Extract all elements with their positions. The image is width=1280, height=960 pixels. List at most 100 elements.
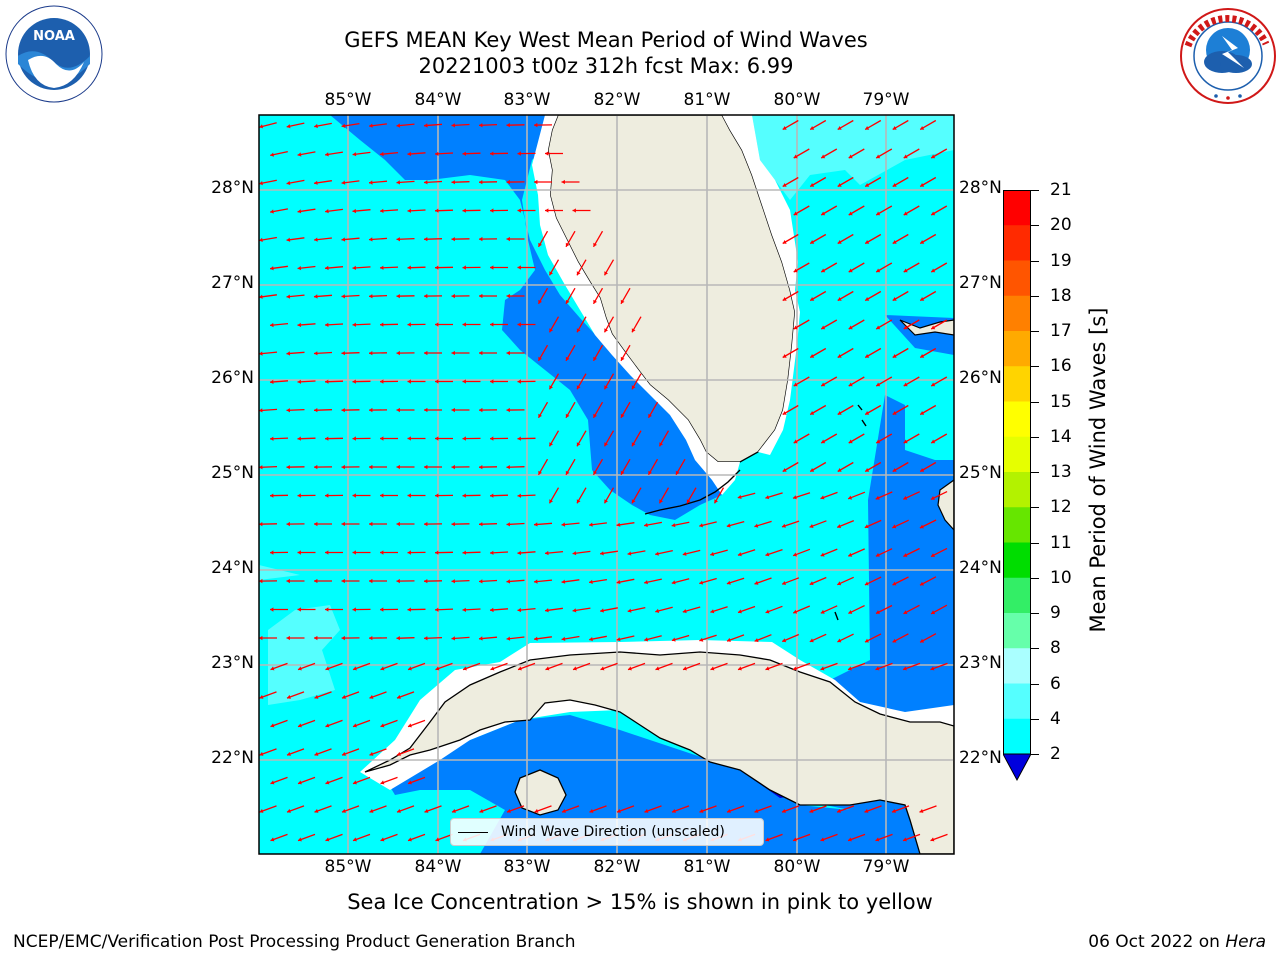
wind-wave-arrowhead <box>754 523 759 528</box>
wind-wave-arrowhead <box>655 608 660 613</box>
wind-wave-arrowhead <box>297 209 302 214</box>
wind-wave-arrowhead <box>604 442 608 447</box>
wind-wave-arrowhead <box>353 780 357 785</box>
wind-wave-arrowhead <box>517 322 521 327</box>
wind-wave-arrowhead <box>259 694 264 699</box>
legend-line-icon <box>458 832 488 833</box>
wind-wave-arrowhead <box>297 607 301 612</box>
wind-wave-arrowhead <box>821 439 826 444</box>
wind-wave-arrowhead <box>435 208 439 213</box>
wind-wave-arrowhead <box>259 237 263 242</box>
wind-wave-arrowhead <box>848 325 853 330</box>
wind-wave-arrowhead <box>545 151 549 156</box>
wind-wave-arrowhead <box>538 299 542 304</box>
wind-wave-arrowhead <box>892 638 897 643</box>
wind-wave-arrowhead <box>682 551 687 556</box>
lon-label-bottom: 80°W <box>773 857 821 877</box>
wind-wave-arrowhead <box>435 666 440 671</box>
wind-wave-arrowhead <box>270 550 274 555</box>
wind-wave-arrowhead <box>903 837 907 842</box>
wind-wave-arrowhead <box>644 637 649 642</box>
wind-wave-arrowhead <box>407 436 411 441</box>
wind-wave-arrowhead <box>931 211 936 216</box>
wind-wave-arrowhead <box>325 209 329 214</box>
wind-wave-arrowhead <box>286 578 290 584</box>
wind-wave-arrowhead <box>408 780 412 785</box>
wind-wave-arrowhead <box>298 837 302 842</box>
coast-mask-east <box>722 115 800 455</box>
wind-wave-arrowhead <box>325 607 329 612</box>
wind-wave-arrowhead <box>352 208 357 214</box>
wind-wave-arrowhead <box>506 179 510 185</box>
wind-wave-arrowhead <box>297 152 302 157</box>
colorbar-step <box>1003 190 1031 226</box>
wind-wave-arrowhead <box>451 350 455 356</box>
wind-wave-arrowhead <box>810 126 815 130</box>
wind-wave-arrowhead <box>479 465 483 470</box>
wind-wave-arrowhead <box>865 411 870 415</box>
wind-wave-arrowhead <box>848 610 853 614</box>
wind-wave-arrowhead <box>821 211 826 216</box>
wind-wave-arrowhead <box>593 413 597 418</box>
wind-wave-arrowhead <box>737 494 742 499</box>
wind-wave-arrowhead <box>325 666 330 671</box>
wind-wave-arrowhead <box>287 694 291 699</box>
wind-wave-arrowhead <box>565 356 570 361</box>
colorbar-tick-label: 10 <box>1050 567 1072 588</box>
wind-wave-arrowhead <box>380 379 384 384</box>
wind-wave-arrowhead <box>892 354 897 358</box>
wind-wave-arrowhead <box>506 522 510 527</box>
wind-wave-arrowhead <box>876 154 881 159</box>
wind-wave-arrowhead <box>479 350 483 356</box>
wind-wave-arrowhead <box>506 236 510 242</box>
wind-wave-arrowhead <box>286 180 291 186</box>
wind-wave-arrowhead <box>270 493 274 498</box>
wind-wave-arrowhead <box>903 382 908 387</box>
wind-wave-arrowhead <box>765 837 770 842</box>
wind-wave-arrowhead <box>793 325 798 330</box>
wind-wave-arrowhead <box>407 322 411 327</box>
colorbar-tick-mark <box>1031 754 1039 755</box>
wind-wave-arrowhead <box>754 638 759 643</box>
wind-wave-arrowhead <box>865 638 869 643</box>
wind-wave-arrowhead <box>352 607 356 612</box>
wind-wave-arrowhead <box>903 553 908 557</box>
wind-wave-arrowhead <box>810 297 815 301</box>
noaa-logo: NOAA <box>5 5 103 103</box>
wind-wave-arrowhead <box>892 297 897 301</box>
graticule <box>259 115 954 854</box>
lon-label-top: 84°W <box>414 90 462 110</box>
colorbar-tick-label: 13 <box>1050 462 1072 482</box>
colorbar-tick-label: 20 <box>1050 215 1072 236</box>
wind-wave-arrowhead <box>562 808 566 813</box>
wind-wave-arrowhead <box>479 522 483 527</box>
wind-wave-arrowhead <box>565 470 570 475</box>
wind-wave-arrowhead <box>848 154 853 159</box>
wind-wave-arrowhead <box>810 183 815 187</box>
wind-wave-arrowhead <box>490 607 494 613</box>
wind-wave-arrowhead <box>699 637 704 642</box>
wind-wave-arrowhead <box>931 268 936 273</box>
bahamas-cays <box>834 404 867 621</box>
wind-wave-arrowhead <box>479 236 483 242</box>
wind-wave-arrowhead <box>287 751 291 756</box>
wind-wave-arrowhead <box>506 407 510 413</box>
wind-wave-arrowhead <box>451 464 455 470</box>
wind-wave-arrowhead <box>930 496 935 500</box>
wind-wave-arrowhead <box>259 408 263 413</box>
map-frame <box>258 114 955 855</box>
wind-wave-arrowhead <box>341 123 346 128</box>
wind-wave-arrowhead <box>538 470 542 475</box>
wind-wave-arrowhead <box>270 379 274 384</box>
wind-wave-arrowhead <box>451 180 455 185</box>
wind-wave-arrowhead <box>259 351 263 356</box>
wind-wave-arrowhead <box>490 493 494 498</box>
wind-wave-arrowhead <box>451 636 455 641</box>
wind-wave-arrowhead <box>259 124 264 129</box>
wind-wave-arrowhead <box>517 493 521 498</box>
wind-wave-arrowhead <box>892 808 896 813</box>
wind-wave-arrowhead <box>675 470 680 475</box>
wind-wave-arrowhead <box>325 550 329 555</box>
wind-wave-arrowhead <box>435 322 439 327</box>
wind-wave-arrowhead <box>821 325 826 330</box>
